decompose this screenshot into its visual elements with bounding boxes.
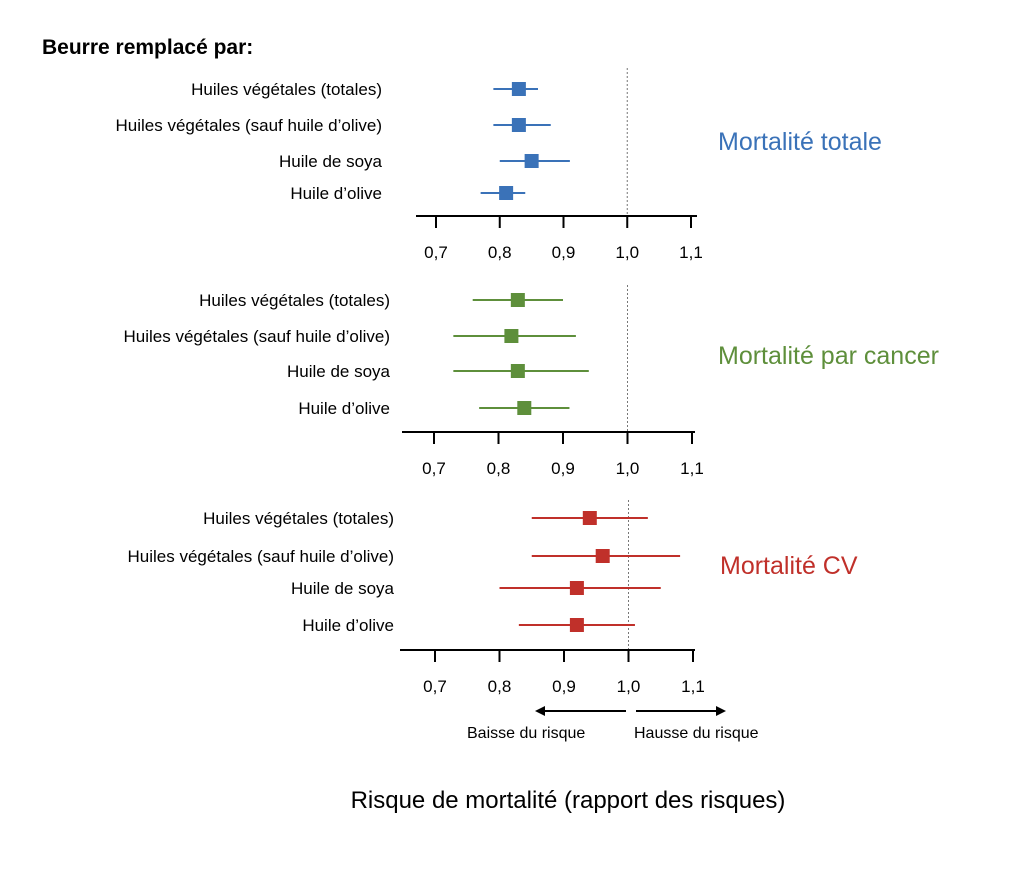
x-tick-label: 1,0 <box>616 459 640 478</box>
x-tick-label: 0,7 <box>422 459 446 478</box>
x-tick-label: 1,1 <box>681 677 705 696</box>
row-label: Huiles végétales (sauf huile d’olive) <box>116 116 382 135</box>
row-label: Huiles végétales (totales) <box>191 80 382 99</box>
row-label: Huile d’olive <box>290 184 382 203</box>
point-estimate <box>569 581 584 595</box>
point-estimate <box>524 154 539 168</box>
point-estimate <box>517 401 532 415</box>
row-label: Huile d’olive <box>298 399 390 418</box>
point-estimate <box>569 618 584 632</box>
risk-decrease-label: Baisse du risque <box>467 725 585 742</box>
x-tick-label: 0,7 <box>424 243 448 262</box>
panel-name: Mortalité totale <box>718 128 882 156</box>
x-tick-label: 1,0 <box>617 677 641 696</box>
x-tick-label: 0,8 <box>488 677 512 696</box>
x-tick-label: 0,9 <box>551 459 575 478</box>
point-estimate <box>499 186 514 200</box>
panel-name: Mortalité par cancer <box>718 342 939 370</box>
panel-mortalite-par-cancer-1: 0,7 0,8 0,9 1,0 1,1 Huiles végétales (totales… <box>124 285 939 478</box>
point-estimate <box>510 293 525 307</box>
point-estimate <box>510 364 525 378</box>
x-tick-label: 0,7 <box>423 677 447 696</box>
row-label: Huile de soya <box>279 152 383 171</box>
point-estimate <box>582 511 597 525</box>
point-estimate <box>511 118 526 132</box>
point-estimate <box>595 549 610 563</box>
chart-title: Beurre remplacé par: <box>42 36 253 59</box>
x-tick-label: 1,1 <box>680 459 704 478</box>
panel-name: Mortalité CV <box>720 552 858 580</box>
x-axis-label: Risque de mortalité (rapport des risques… <box>351 787 786 814</box>
panel-mortalite-cv-2: 0,7 0,8 0,9 1,0 1,1 Huiles végétales (totales… <box>128 500 858 696</box>
x-tick-label: 0,8 <box>488 243 512 262</box>
risk-increase-label: Hausse du risque <box>634 725 759 742</box>
point-estimate <box>511 82 526 96</box>
row-label: Huiles végétales (totales) <box>199 291 390 310</box>
row-label: Huiles végétales (sauf huile d’olive) <box>124 327 390 346</box>
x-tick-label: 1,1 <box>679 243 703 262</box>
x-tick-label: 0,8 <box>487 459 511 478</box>
risk-direction-legend: Baisse du risque Hausse du risque <box>467 706 759 742</box>
panel-mortalite-totale-0: 0,7 0,8 0,9 1,0 1,1 Huiles végétales (totales… <box>116 68 882 262</box>
x-tick-label: 0,9 <box>552 677 576 696</box>
row-label: Huile de soya <box>291 579 395 598</box>
point-estimate <box>504 329 519 343</box>
row-label: Huiles végétales (sauf huile d’olive) <box>128 547 394 566</box>
row-label: Huile de soya <box>287 362 391 381</box>
x-tick-label: 1,0 <box>615 243 639 262</box>
x-tick-label: 0,9 <box>552 243 576 262</box>
row-label: Huile d’olive <box>302 616 394 635</box>
row-label: Huiles végétales (totales) <box>203 509 394 528</box>
